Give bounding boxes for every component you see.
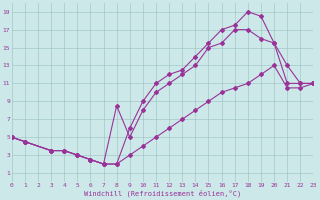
X-axis label: Windchill (Refroidissement éolien,°C): Windchill (Refroidissement éolien,°C): [84, 190, 241, 197]
